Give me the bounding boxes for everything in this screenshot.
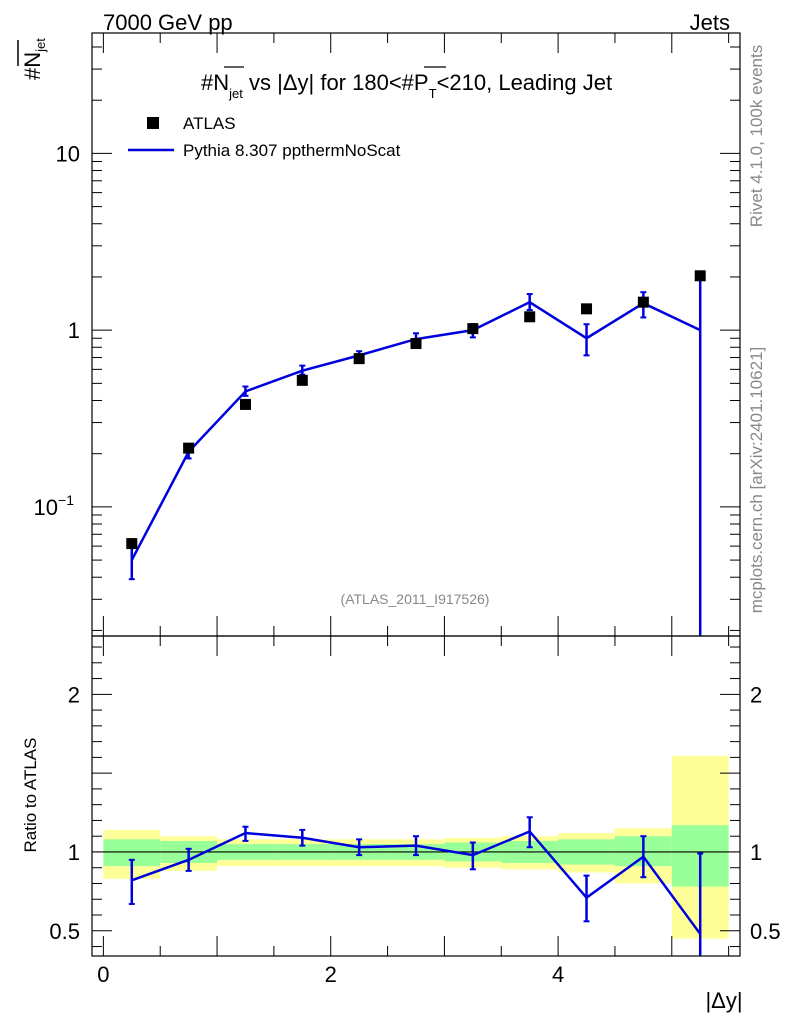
data-point (353, 353, 365, 365)
data-point (410, 338, 422, 350)
legend-data-label: ATLAS (183, 114, 236, 133)
analysis-watermark: (ATLAS_2011_I917526) (341, 591, 490, 607)
data-point (126, 538, 138, 550)
x-tick-label: 4 (552, 962, 564, 987)
data-point (694, 270, 706, 282)
ratio-tick-label-right: 1 (750, 840, 762, 865)
y-tick-label: 10−1 (34, 492, 75, 520)
energy-label: 7000 GeV pp (103, 10, 233, 35)
chart-title: #Njet vs |Δy| for 180<#PT<210, Leading J… (201, 66, 612, 101)
x-axis-label: |Δy| (705, 988, 742, 1013)
main-series (126, 270, 706, 636)
ratio-tick-label-left: 2 (68, 682, 80, 707)
data-point (183, 442, 195, 454)
ratio-tick-label-right: 2 (750, 682, 762, 707)
svg-text:#Njet: #Njet (20, 38, 48, 80)
ratio-tick-label-right: 0.5 (750, 919, 781, 944)
y-tick-label: 10 (56, 141, 80, 166)
ratio-axis-label: Ratio to ATLAS (21, 738, 40, 853)
x-tick-label: 2 (325, 962, 337, 987)
legend-mc-label: Pythia 8.307 ppthermNoScat (183, 141, 401, 160)
ratio-series (128, 816, 704, 956)
ratio-tick-label-left: 0.5 (49, 919, 80, 944)
ratio-tick-label-left: 1 (68, 840, 80, 865)
legend: ATLAS Pythia 8.307 ppthermNoScat (128, 114, 401, 160)
ratio-frame (91, 635, 741, 957)
mcplots-label: mcplots.cern.ch [arXiv:2401.10621] (747, 347, 766, 613)
data-point (467, 323, 479, 335)
data-point (524, 311, 536, 323)
x-tick-label: 0 (97, 962, 109, 987)
data-point (296, 374, 308, 386)
process-label: Jets (690, 10, 730, 35)
y-axis-label: #Njet (17, 38, 48, 80)
data-point (637, 296, 649, 308)
rivet-version-label: Rivet 4.1.0, 100k events (747, 45, 766, 227)
legend-data-marker (147, 117, 159, 129)
svg-text:#Njet vs |Δy| for 180<#PT<210,: #Njet vs |Δy| for 180<#PT<210, Leading J… (201, 70, 612, 101)
y-tick-label: 1 (68, 318, 80, 343)
data-point (239, 398, 251, 410)
data-point (581, 303, 593, 315)
axes: 10−1 1 10 0.5 0.5 1 1 2 2 0 2 4 (34, 32, 781, 987)
